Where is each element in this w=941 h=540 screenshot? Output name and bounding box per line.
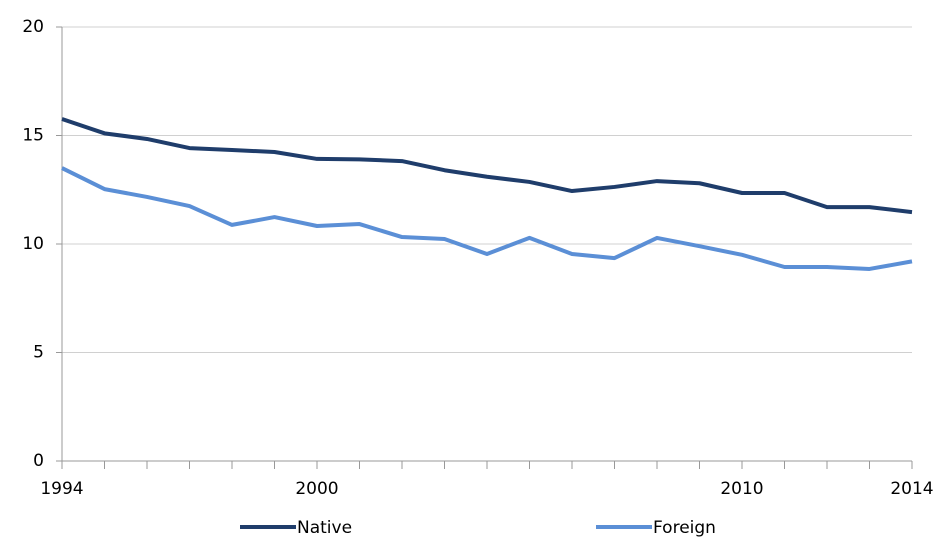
legend-label: Foreign <box>653 518 716 538</box>
x-tick-label: 1994 <box>40 479 83 499</box>
y-tick-label: 20 <box>22 17 44 37</box>
legend-label: Native <box>297 518 352 538</box>
y-tick-label: 10 <box>22 234 44 254</box>
x-tick-label: 2000 <box>295 479 338 499</box>
series-line <box>61 166 913 271</box>
x-tick-label: 2014 <box>890 479 933 499</box>
y-tick-label: 5 <box>33 343 44 363</box>
y-tick-label: 0 <box>33 451 44 471</box>
x-tick-label: 2010 <box>720 479 763 499</box>
y-tick-label: 15 <box>22 126 44 146</box>
series-line <box>61 117 913 215</box>
